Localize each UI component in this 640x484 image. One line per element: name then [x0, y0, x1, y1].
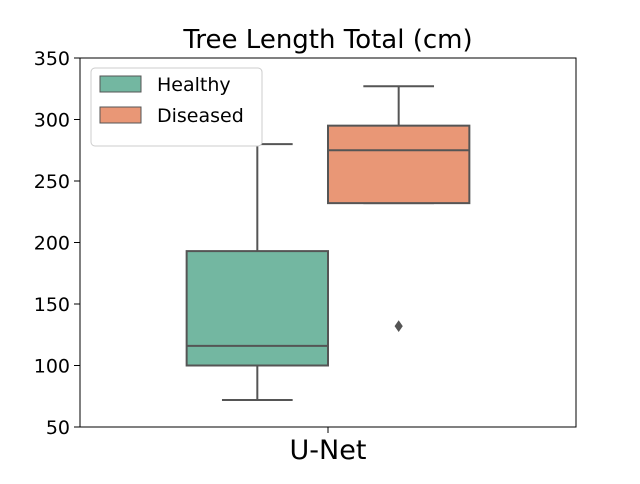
plot-area: 50 100 150 200 250 300 350 U-Net: [34, 48, 577, 466]
y-tick-label: 250: [34, 171, 70, 193]
legend-label-diseased: Diseased: [157, 105, 244, 127]
y-tick-label: 50: [46, 417, 70, 439]
y-tick-label: 150: [34, 294, 70, 316]
box-iqr: [327, 124, 471, 205]
x-tick-label: U-Net: [290, 435, 367, 466]
y-tick-label: 100: [34, 356, 70, 378]
legend-swatch-diseased: [99, 106, 142, 124]
box-healthy: [185, 143, 329, 401]
legend-label-healthy: Healthy: [157, 74, 231, 96]
y-tick-label: 200: [34, 233, 70, 255]
legend-swatch-healthy: [99, 75, 142, 93]
box-diseased: [327, 85, 471, 333]
outlier-point: [394, 320, 403, 333]
y-tick-label: 350: [34, 48, 70, 70]
axes-frame: [79, 57, 577, 428]
box-iqr: [185, 250, 329, 367]
chart-title: Tree Length Total (cm): [182, 25, 472, 55]
legend: Healthy Diseased: [90, 67, 263, 147]
y-tick-label: 300: [34, 110, 70, 132]
